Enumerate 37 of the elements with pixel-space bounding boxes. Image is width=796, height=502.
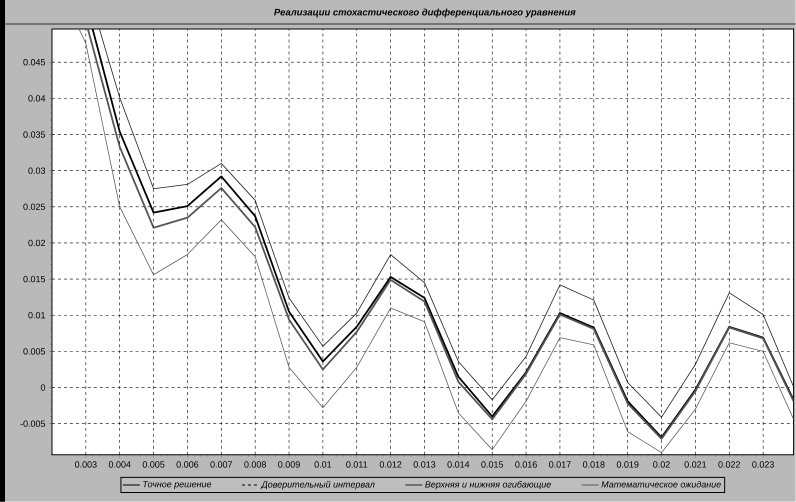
legend-label: Доверительный интервал [260,481,375,490]
x-tick-label: 0.02 [653,461,670,468]
y-tick-label: 0.02 [28,240,46,246]
x-tick-label: 0.016 [515,461,537,468]
x-tick-label: 0.019 [616,461,638,468]
y-tick-label: 0.03 [28,168,46,174]
x-tick-label: 0.006 [176,461,198,468]
x-tick-label: 0.01 [314,461,332,468]
x-tick-label: 0.007 [210,461,232,468]
x-tick-label: 0.014 [447,461,470,468]
y-tick-label: 0.025 [23,204,46,210]
x-tick-label: 0.011 [346,461,368,468]
y-tick-label: 0.015 [23,276,46,282]
x-tick-label: 0.021 [684,461,706,468]
y-tick-label: 0.045 [23,59,46,66]
x-tick-label: 0.003 [74,461,97,468]
y-tick-label: 0.01 [28,312,46,319]
x-tick-label: 0.013 [414,461,436,468]
y-tick-label: -0.005 [20,420,46,427]
x-tick-label: 0.008 [244,461,266,468]
legend-label: Математическое ожидание [601,481,721,488]
legend-label: Точное решение [143,481,212,490]
y-tick-label: 0.035 [23,131,46,138]
x-tick-label: 0.015 [481,461,504,468]
x-tick-label: 0.009 [278,461,300,468]
legend-label: Верхняя и нижняя огибающие [425,481,551,490]
chart-title: Реализации стохастического дифференциального уравнения [274,8,576,18]
x-tick-label: 0.012 [380,461,402,468]
y-tick-label: 0.005 [23,348,46,355]
y-tick-label: 0 [40,384,46,391]
y-tick-label: 0.04 [28,95,46,102]
x-tick-label: 0.023 [752,461,774,468]
x-tick-label: 0.004 [108,461,131,468]
x-tick-label: 0.022 [718,461,740,468]
x-tick-label: 0.005 [142,461,164,468]
x-tick-label: 0.017 [549,461,571,468]
x-tick-label: 0.018 [582,461,605,468]
